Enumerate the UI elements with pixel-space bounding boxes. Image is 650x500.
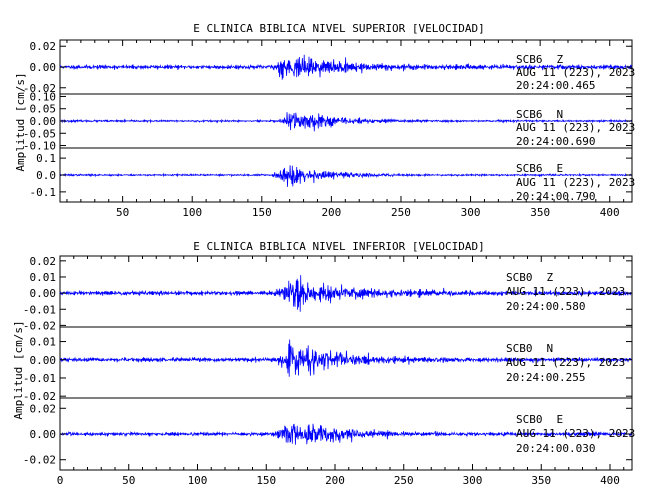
y-tick-label: -0.02 [23,82,56,95]
y-tick-label: -0.1 [30,186,57,199]
x-tick-label: 50 [122,474,135,487]
x-tick-label: 200 [321,206,341,219]
annotation-scb6-n: SCB6 N AUG 11 (223), 2023 20:24:00.690 [516,108,635,148]
x-tick-label: 0 [57,474,64,487]
date-label: AUG 11 (223), 2023 [516,121,635,134]
y-tick-label: 0.10 [30,90,57,103]
y-tick-label: 0.05 [30,103,57,116]
station-label: SCB0 [516,413,543,426]
station-label: SCB6 [516,53,543,66]
y-tick-label: -0.01 [23,303,56,316]
annotation-scb6-e: SCB6 E AUG 11 (223), 2023 20:24:00.790 [516,162,635,203]
top-chart-title: E CLINICA BIBLICA NIVEL SUPERIOR [VELOCI… [193,22,484,35]
bottom-chart-frame [59,255,633,471]
time-label: 20:24:00.255 [506,371,585,384]
component-label: E [557,413,564,426]
y-tick-label: 0.02 [30,40,57,53]
component-label: N [557,108,564,121]
trace-scb6-z [59,54,633,80]
y-tick-label: 0.1 [36,152,56,165]
x-tick-label: 400 [600,474,620,487]
y-tick-label: 0.02 [30,255,57,268]
component-label: Z [557,53,564,66]
y-tick-label: -0.10 [23,140,56,153]
x-tick-label: 100 [188,474,208,487]
y-tick-label: 0.00 [30,354,57,367]
y-tick-label: 0.00 [30,61,57,74]
bottom-chart-ylabel: Amplitud [cm/s] [12,320,25,419]
x-tick-label: 300 [463,474,483,487]
x-tick-label: 350 [530,206,550,219]
trace-scb6-n [59,112,633,132]
time-label: 20:24:00.580 [506,300,585,313]
x-tick-label: 150 [252,206,272,219]
x-tick-label: 400 [600,206,620,219]
component-label: Z [547,271,554,284]
time-label: 20:24:00.465 [516,79,595,92]
trace-scb0-e [59,423,633,445]
y-tick-label: 0.0 [36,169,56,182]
x-tick-label: 350 [531,474,551,487]
top-chart-ylabel: Amplitud [cm/s] [14,72,27,171]
trace-scb0-z [59,275,633,312]
date-label: AUG 11 (223), 2023 [516,427,635,440]
y-tick-label: -0.02 [23,319,56,332]
station-label: SCB0 [506,342,533,355]
x-tick-label: 250 [391,206,411,219]
time-label: 20:24:00.790 [516,190,595,203]
station-label: SCB0 [506,271,533,284]
date-label: AUG 11 (223), 2023 [506,285,625,298]
y-tick-label: 0.01 [30,336,57,349]
y-tick-label: -0.01 [23,372,56,385]
station-label: SCB6 [516,162,543,175]
component-label: N [547,342,554,355]
x-tick-label: 250 [394,474,414,487]
y-tick-label: -0.02 [23,454,56,467]
bottom-chart-title: E CLINICA BIBLICA NIVEL INFERIOR [VELOCI… [193,240,484,253]
trace-scb0-n [59,339,633,377]
ticks-layer: 50 100 150 200 250 300 350 4000.020.00-0.020.10… [23,40,632,487]
x-tick-label: 100 [182,206,202,219]
y-tick-label: -0.05 [23,127,56,140]
date-label: AUG 11 (223), 2023 [516,66,635,79]
date-label: AUG 11 (223), 2023 [516,176,635,189]
station-label: SCB6 [516,108,543,121]
annotation-scb0-e: SCB0 E AUG 11 (223), 2023 20:24:00.030 [516,413,635,455]
component-label: E [557,162,564,175]
annotation-scb6-z: SCB6 Z AUG 11 (223), 2023 20:24:00.465 [516,53,635,92]
y-tick-label: 0.00 [30,428,57,441]
annotation-scb0-z: SCB0 Z AUG 11 (223), 2023 20:24:00.580 [506,271,625,313]
time-label: 20:24:00.690 [516,135,595,148]
x-tick-label: 300 [461,206,481,219]
annotation-scb0-n: SCB0 N AUG 11 (223), 2023 20:24:00.255 [506,342,625,384]
time-label: 20:24:00.030 [516,442,595,455]
x-tick-label: 150 [256,474,276,487]
trace-scb6-e [59,165,633,187]
y-tick-label: 0.00 [30,115,57,128]
y-tick-label: 0.01 [30,271,57,284]
y-tick-label: 0.00 [30,287,57,300]
x-tick-label: 200 [325,474,345,487]
x-tick-label: 50 [116,206,129,219]
date-label: AUG 11 (223), 2023 [506,356,625,369]
y-tick-label: 0.02 [30,402,57,415]
y-tick-label: -0.02 [23,390,56,403]
